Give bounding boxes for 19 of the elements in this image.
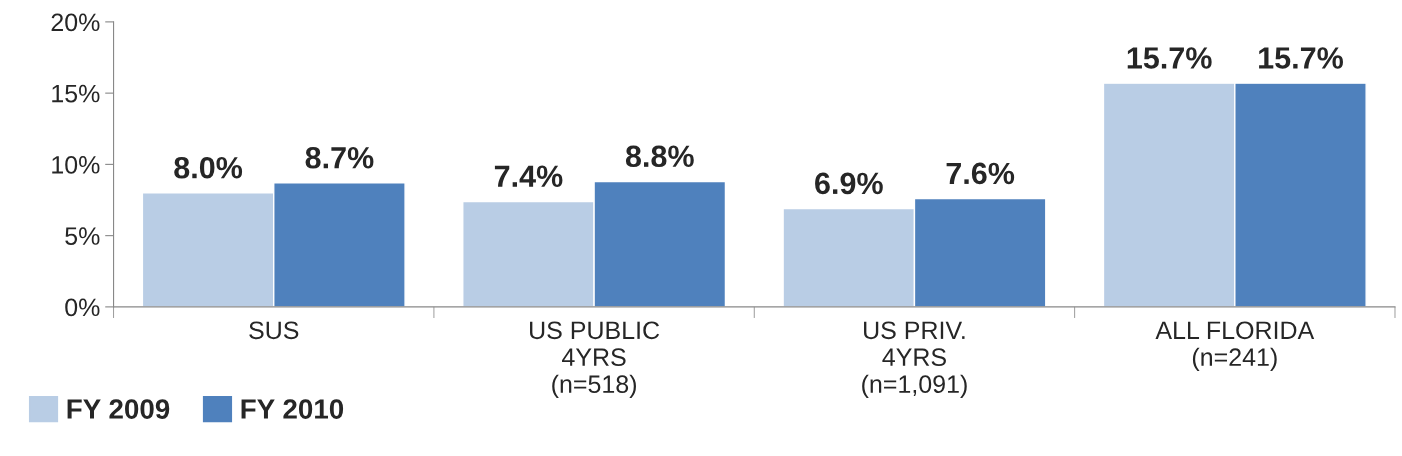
data-label: 15.7% — [1259, 47, 1343, 69]
data-label: 7.4% — [494, 165, 563, 187]
data-label: 6.9% — [815, 172, 883, 195]
y-tick-label: 5% — [65, 227, 100, 245]
x-tick-label: SUS — [249, 321, 299, 340]
y-tick-label: 0% — [65, 298, 100, 317]
data-label: 8.7% — [305, 146, 374, 169]
x-tick-label: US PUBLIC 4YRS (n=518) — [530, 321, 660, 398]
data-label: 15.7% — [1127, 47, 1212, 69]
y-tick-label: 20% — [51, 13, 100, 32]
legend-label: FY 2009 — [67, 399, 170, 419]
legend-label: FY 2010 — [241, 399, 344, 419]
x-tick-label: ALL FLORIDA (n=241) — [1155, 321, 1315, 371]
y-tick-label: 10% — [52, 155, 100, 174]
x-tick-label: US PRIV. 4YRS (n=1,091) — [862, 321, 967, 398]
data-label: 7.6% — [946, 162, 1015, 185]
y-tick-label: 15% — [52, 84, 100, 103]
data-label: 8.0% — [174, 156, 243, 179]
data-label: 8.8% — [625, 145, 694, 168]
